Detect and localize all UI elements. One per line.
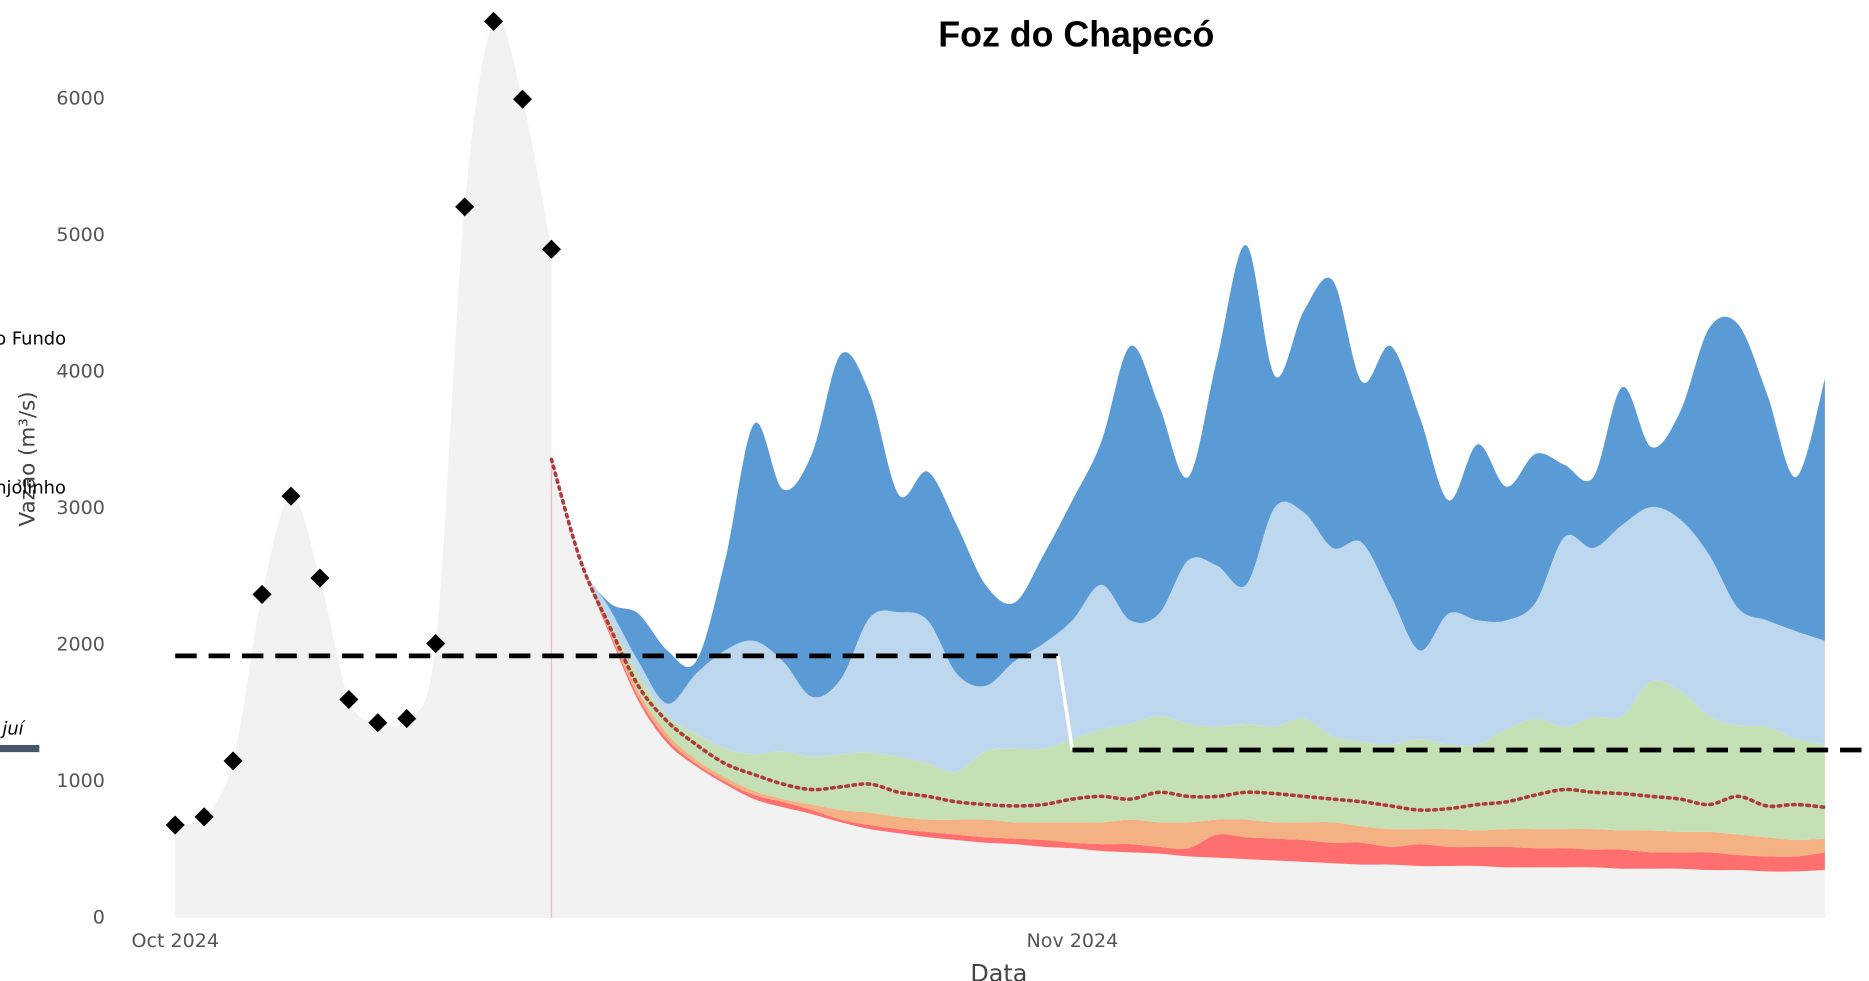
observed-point <box>455 197 475 217</box>
observed-point <box>426 634 446 654</box>
forecast-band <box>551 459 1825 773</box>
forecast-band <box>551 459 1825 918</box>
plot-area <box>165 11 1869 918</box>
forecast-band <box>551 459 1825 841</box>
y-tick-label: 5000 <box>56 224 105 246</box>
annotation-bar <box>0 744 40 753</box>
x-tick-label: Oct 2024 <box>131 930 219 952</box>
observed-point <box>252 584 272 604</box>
y-tick-label: 0 <box>93 906 105 928</box>
threshold-step <box>1056 655 1075 751</box>
annotation: o Fundo <box>0 329 66 350</box>
observed-point <box>281 486 301 506</box>
y-tick-label: 4000 <box>56 361 105 383</box>
forecast-band <box>551 245 1825 704</box>
y-tick-label: 6000 <box>56 88 105 110</box>
y-tick-label: 2000 <box>56 633 105 655</box>
observed-point <box>165 815 185 835</box>
annotation: njolinho <box>0 478 66 499</box>
observed-point <box>223 751 243 771</box>
observed-point <box>484 11 504 31</box>
observed-point <box>368 713 388 733</box>
y-tick-label: 1000 <box>56 770 105 792</box>
observed-area <box>175 17 552 918</box>
annotation: juí <box>0 718 27 739</box>
x-tick-label: Nov 2024 <box>1027 930 1119 952</box>
y-axis-label: Vazão (m³/s) <box>16 391 41 526</box>
observed-point <box>541 239 561 259</box>
x-axis-label: Data <box>970 960 1027 981</box>
y-tick-label: 3000 <box>56 497 105 519</box>
observed-point <box>310 568 330 588</box>
observed-point <box>397 709 417 729</box>
observed-point <box>339 689 359 710</box>
chart-title: Foz do Chapecó <box>938 14 1214 54</box>
median-line <box>549 457 1827 812</box>
